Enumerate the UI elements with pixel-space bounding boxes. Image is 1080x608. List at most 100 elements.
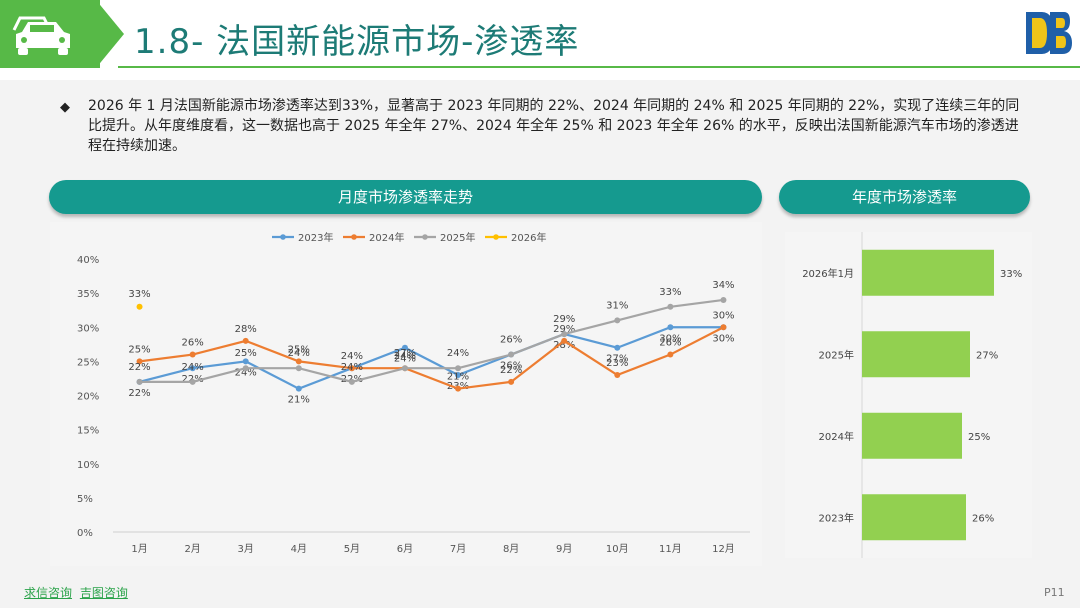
car-icon (12, 16, 70, 55)
annual-bar-chart: 2026年1月 33% 2025年 27% 2024年 25% 2023年 26% (802, 232, 1022, 558)
x-tick-label: 6月 (397, 543, 413, 555)
legend-label: 2026年 (511, 231, 546, 244)
data-point (348, 378, 355, 385)
data-label: 34% (712, 280, 734, 291)
data-label: 24% (447, 348, 469, 359)
data-label: 22% (500, 365, 522, 376)
data-label: 24% (341, 362, 363, 373)
x-tick-label: 4月 (291, 543, 307, 555)
legend-label: 2025年 (440, 231, 475, 244)
data-label: 21% (288, 395, 310, 406)
data-point (667, 303, 674, 310)
data-label: 26% (500, 335, 522, 346)
series-line (139, 326, 724, 390)
data-point (455, 372, 462, 379)
data-point (455, 385, 462, 392)
data-point (295, 358, 302, 365)
y-tick-label: 20% (77, 392, 99, 403)
data-point (401, 365, 408, 372)
bar-value-label: 25% (968, 432, 990, 443)
data-point (189, 378, 196, 385)
data-label: 26% (182, 338, 204, 349)
data-label: 26% (500, 361, 522, 372)
data-label: 33% (128, 289, 150, 300)
footer-link-jitu[interactable]: 吉图咨询 (79, 586, 128, 600)
data-point (189, 365, 196, 372)
x-tick-label: 2月 (184, 543, 200, 555)
data-label: 21% (447, 372, 469, 383)
data-point (614, 344, 621, 351)
bar (862, 494, 966, 541)
data-label: 24% (235, 367, 257, 378)
data-label: 27% (394, 348, 416, 359)
y-tick-label: 40% (77, 255, 99, 266)
data-point (720, 296, 727, 303)
monthly-line-chart: 0% 5% 10% 15% 20% 25% 30% 35% 40% 1月 2月 3月 4月 5月 6月 7月 8… (77, 231, 750, 555)
data-point (348, 365, 355, 372)
line-chart-panel: 0% 5% 10% 15% 20% 25% 30% 35% 40% 1月 2月 3月 4月 5月 6月 7月 8… (50, 222, 762, 566)
diamond-bullet-icon: ◆ (60, 100, 70, 115)
data-label: 23% (606, 358, 628, 369)
data-label: 33% (659, 287, 681, 298)
bar-category-label: 2026年1月 (802, 267, 854, 280)
y-tick-label: 30% (77, 323, 99, 334)
data-label: 28% (235, 324, 257, 335)
page-title: 1.8- 法国新能源市场-渗透率 (134, 22, 580, 62)
data-point (455, 365, 462, 372)
data-label: 25% (288, 344, 310, 355)
x-tick-label: 12月 (712, 543, 735, 555)
x-tick-label: 5月 (344, 543, 360, 555)
legend-label: 2024年 (369, 231, 404, 244)
data-point (136, 303, 143, 310)
data-label: 24% (182, 362, 204, 373)
data-point (242, 337, 249, 344)
legend-marker (493, 234, 499, 240)
data-label: 30% (659, 333, 681, 344)
x-tick-label: 10月 (606, 543, 629, 555)
data-point (720, 324, 727, 331)
footer-link-qiuxin[interactable]: 求信咨询 (24, 586, 73, 600)
bar-chart-panel: 2026年1月 33% 2025年 27% 2024年 25% 2023年 26% (785, 232, 1032, 558)
intro-text: 2026 年 1 月法国新能源市场渗透率达到33%，显著高于 2023 年同期的… (88, 98, 1020, 154)
series-line (139, 326, 724, 390)
data-label: 22% (128, 362, 150, 373)
data-label: 31% (606, 300, 628, 311)
monthly-trend-header: 月度市场渗透率走势 (49, 180, 762, 214)
y-tick-label: 35% (77, 289, 99, 300)
x-tick-label: 3月 (238, 543, 254, 555)
header-underline (118, 66, 1080, 68)
data-point (667, 324, 674, 331)
data-point (295, 385, 302, 392)
bar-value-label: 26% (972, 513, 994, 524)
data-label: 25% (235, 348, 257, 359)
y-tick-label: 5% (77, 494, 93, 505)
y-tick-label: 10% (77, 460, 99, 471)
data-point (508, 378, 515, 385)
data-label: 25% (128, 344, 150, 355)
x-tick-label: 7月 (450, 543, 466, 555)
data-point (614, 317, 621, 324)
header-chevron (96, 0, 124, 68)
bar-category-label: 2023年 (819, 511, 854, 524)
data-point (136, 358, 143, 365)
series-line (139, 298, 724, 383)
data-label: 24% (394, 354, 416, 365)
data-label: 29% (553, 314, 575, 325)
data-label: 24% (288, 348, 310, 359)
data-label: 26% (659, 338, 681, 349)
legend-marker (351, 234, 357, 240)
bar-value-label: 27% (976, 350, 998, 361)
data-label: 30% (712, 310, 734, 321)
bar-value-label: 33% (1000, 269, 1022, 280)
data-point (136, 378, 143, 385)
data-label: 22% (128, 388, 150, 399)
intro-bullet: ◆ 2026 年 1 月法国新能源市场渗透率达到33%，显著高于 2023 年同… (60, 96, 1030, 156)
data-label: 27% (606, 354, 628, 365)
x-tick-label: 8月 (503, 543, 519, 555)
data-point (401, 344, 408, 351)
y-tick-label: 0% (77, 528, 93, 539)
data-label: 28% (553, 340, 575, 351)
data-point (561, 337, 568, 344)
bar (862, 331, 970, 378)
db-logo-icon (1026, 12, 1072, 54)
